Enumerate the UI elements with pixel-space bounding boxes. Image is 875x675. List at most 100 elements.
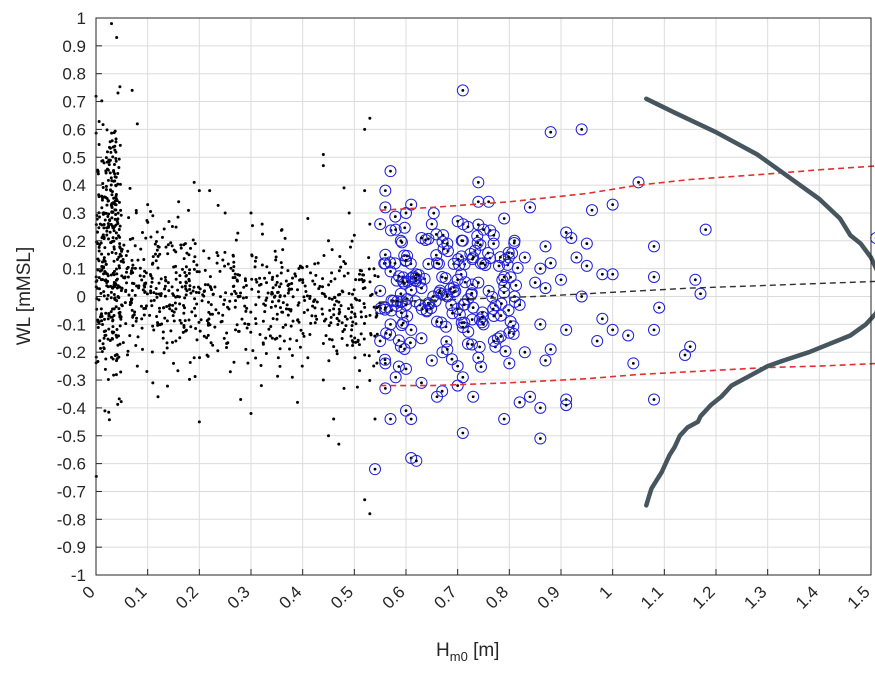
- data-point: [375, 362, 378, 365]
- data-point: [227, 262, 230, 265]
- data-point: [118, 158, 121, 161]
- data-point: [580, 128, 583, 131]
- data-point: [127, 350, 130, 353]
- data-point: [267, 292, 270, 295]
- data-point: [278, 285, 281, 288]
- data-point: [112, 374, 115, 377]
- data-point: [467, 342, 470, 345]
- data-point: [179, 319, 182, 322]
- data-point: [384, 206, 387, 209]
- data-point: [113, 149, 116, 152]
- data-point: [515, 284, 518, 287]
- data-point: [249, 331, 252, 334]
- data-point: [306, 308, 309, 311]
- data-point: [250, 278, 253, 281]
- data-point: [446, 242, 449, 245]
- data-point: [184, 275, 187, 278]
- data-point: [120, 400, 123, 403]
- data-point: [627, 334, 630, 337]
- data-point: [436, 262, 439, 265]
- data-point: [371, 293, 374, 296]
- data-point: [405, 212, 408, 215]
- data-point: [96, 360, 99, 363]
- data-point: [367, 256, 370, 259]
- data-point: [107, 237, 110, 240]
- data-point: [139, 248, 142, 251]
- data-point: [192, 238, 195, 241]
- data-point: [296, 401, 299, 404]
- data-point: [119, 225, 122, 228]
- data-point: [234, 299, 237, 302]
- data-point: [549, 348, 552, 351]
- data-point: [183, 296, 186, 299]
- data-point: [276, 313, 279, 316]
- data-point: [146, 292, 149, 295]
- data-point: [487, 200, 490, 203]
- data-point: [119, 324, 122, 327]
- data-point: [167, 281, 170, 284]
- data-point: [262, 302, 265, 305]
- data-point: [184, 287, 187, 290]
- data-point: [311, 305, 314, 308]
- y-tick-label: -0.6: [57, 455, 86, 474]
- y-axis-label: WL [mMSL]: [14, 247, 35, 346]
- data-point: [278, 365, 281, 368]
- data-point: [115, 237, 118, 240]
- data-point: [539, 323, 542, 326]
- data-point: [113, 293, 116, 296]
- data-point: [111, 330, 114, 333]
- data-point: [178, 274, 181, 277]
- data-point: [139, 274, 142, 277]
- data-point: [363, 322, 366, 325]
- data-point: [332, 313, 335, 316]
- data-point: [114, 184, 117, 187]
- data-point: [471, 318, 474, 321]
- data-point: [115, 328, 118, 331]
- data-point: [102, 290, 105, 293]
- data-point: [254, 303, 257, 306]
- data-point: [504, 350, 507, 353]
- data-point: [244, 277, 247, 280]
- data-point: [549, 262, 552, 265]
- data-point: [361, 273, 364, 276]
- data-point: [117, 256, 120, 259]
- data-point: [208, 189, 211, 192]
- data-point: [163, 228, 166, 231]
- data-point: [653, 398, 656, 401]
- data-point: [482, 228, 485, 231]
- y-tick-label: -0.9: [57, 538, 86, 557]
- data-point: [351, 324, 354, 327]
- data-point: [116, 344, 119, 347]
- data-point: [175, 278, 178, 281]
- data-point: [168, 303, 171, 306]
- data-point: [503, 285, 506, 288]
- data-point: [113, 248, 116, 251]
- data-point: [314, 321, 317, 324]
- data-point: [492, 242, 495, 245]
- data-point: [242, 286, 245, 289]
- data-point: [118, 397, 121, 400]
- data-point: [192, 260, 195, 263]
- data-point: [394, 215, 397, 218]
- data-point: [207, 317, 210, 320]
- data-point: [328, 338, 331, 341]
- data-point: [157, 245, 160, 248]
- data-point: [178, 336, 181, 339]
- data-point: [111, 286, 114, 289]
- data-point: [321, 292, 324, 295]
- data-point: [198, 356, 201, 359]
- data-point: [372, 364, 375, 367]
- data-point: [349, 316, 352, 319]
- data-point: [261, 264, 264, 267]
- data-point: [500, 302, 503, 305]
- data-point: [632, 362, 635, 365]
- data-point: [110, 310, 113, 313]
- data-point: [313, 283, 316, 286]
- data-point: [114, 298, 117, 301]
- data-point: [611, 273, 614, 276]
- data-point: [368, 223, 371, 226]
- x-tick-label: 1.1: [637, 582, 667, 612]
- data-point: [113, 131, 116, 134]
- data-point: [103, 409, 106, 412]
- data-point: [188, 268, 191, 271]
